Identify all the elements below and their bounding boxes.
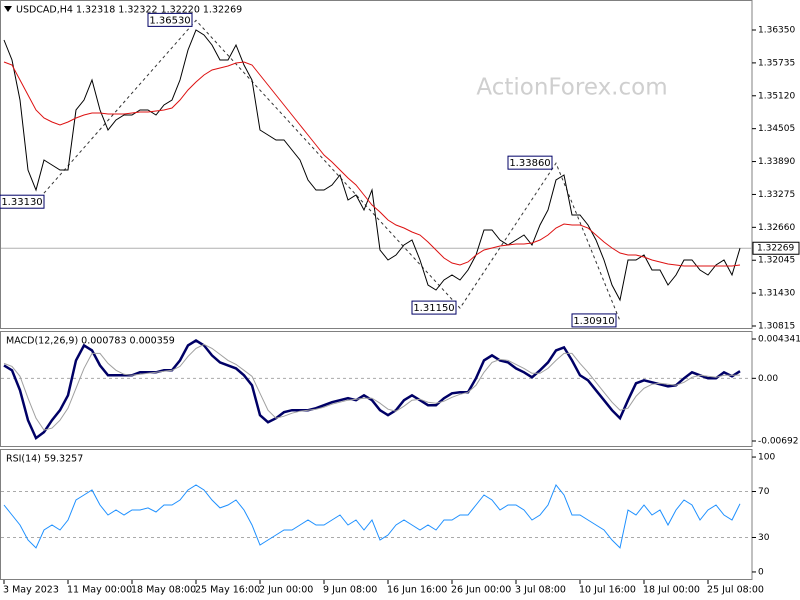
annotation-box [147, 12, 193, 27]
watermark: ActionForex.com [476, 75, 667, 101]
zigzag [35, 19, 621, 322]
last-price-label: 1.32269 [757, 244, 794, 254]
panel-frame [0, 0, 753, 329]
y-tick-label: 0.00 [758, 374, 778, 384]
x-tick-label: 25 May 16:00 [195, 585, 260, 596]
y-tick-label: 1.33890 [758, 157, 795, 167]
panel-title: USDCAD,H4 1.32318 1.32322 1.32220 1.3226… [16, 5, 242, 16]
symbol-icon [4, 6, 12, 12]
y-tick-label: 1.31430 [758, 289, 795, 299]
y-tick-label: -0.00692 [758, 437, 798, 447]
annotation-label: 1.30910 [573, 316, 614, 327]
y-tick-label: 1.32660 [758, 223, 795, 233]
annotation-box [571, 313, 617, 328]
x-tick-label: 3 May 2023 [3, 585, 59, 596]
series-line [3, 61, 741, 267]
y-tick-label: 1.36350 [758, 26, 795, 36]
x-tick-label: 25 Jul 08:00 [707, 585, 764, 596]
annotation-box [0, 194, 45, 209]
x-tick-label: 18 May 08:00 [131, 585, 196, 596]
annotation-label: 1.31150 [413, 303, 454, 314]
panel-title: RSI(14) 59.3257 [6, 454, 83, 465]
x-tick-label: 26 Jun 00:00 [451, 585, 511, 596]
panel-frame [0, 449, 753, 580]
y-tick-label: 0.004341 [758, 334, 800, 344]
x-tick-label: 10 Jul 16:00 [579, 585, 636, 596]
series-line [3, 29, 741, 302]
x-tick-label: 18 Jul 00:00 [643, 585, 700, 596]
y-tick-label: 30 [758, 533, 770, 543]
y-tick-label: 0 [758, 567, 764, 577]
annotation-box [411, 300, 457, 315]
panel-frame [0, 331, 753, 447]
series-line [3, 484, 741, 549]
y-tick-label: 1.30815 [758, 322, 795, 332]
y-tick-label: 100 [758, 453, 775, 463]
x-tick-label: 9 Jun 08:00 [323, 585, 377, 596]
y-tick-label: 1.32045 [758, 256, 795, 266]
last-price-box [752, 241, 800, 255]
annotation-label: 1.36530 [149, 15, 190, 26]
x-tick-label: 16 Jun 16:00 [387, 585, 447, 596]
x-tick-label: 11 May 00:00 [67, 585, 132, 596]
y-tick-label: 1.35735 [758, 58, 795, 68]
y-tick-label: 1.34505 [758, 124, 795, 134]
x-tick-label: 2 Jun 00:00 [259, 585, 313, 596]
series-line [3, 339, 741, 441]
x-tick-label: 3 Jul 08:00 [515, 585, 566, 596]
panel-title: MACD(12,26,9) 0.000783 0.000359 [6, 336, 175, 347]
y-tick-label: 1.33275 [758, 190, 795, 200]
annotation-label: 1.33860 [509, 158, 550, 169]
y-tick-label: 1.35120 [758, 91, 795, 101]
series-line [3, 343, 741, 431]
y-tick-label: 70 [758, 487, 770, 497]
annotation-label: 1.33130 [1, 197, 42, 208]
annotation-box [507, 155, 553, 170]
